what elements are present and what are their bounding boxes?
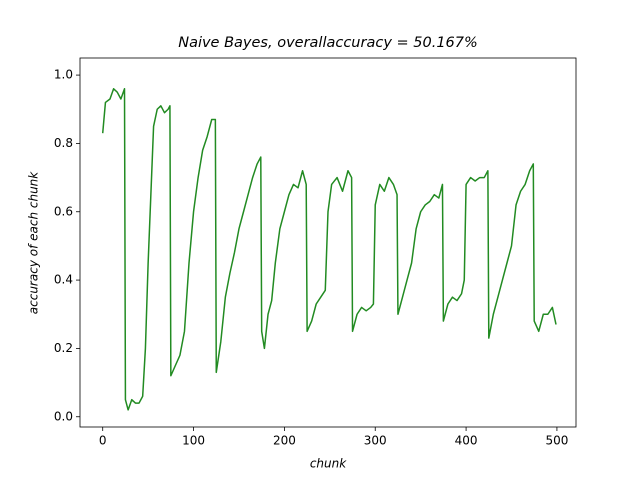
y-tick-label: 1.0 — [54, 68, 73, 82]
x-tick-label: 400 — [455, 434, 478, 448]
y-tick-label: 0.2 — [54, 341, 73, 355]
data-line — [101, 88, 557, 411]
axes-frame — [79, 57, 577, 428]
y-tick-label: 0.0 — [54, 409, 73, 423]
y-tick-label: 0.8 — [54, 136, 73, 150]
x-tick-label: 0 — [99, 434, 107, 448]
x-tick-label: 100 — [182, 434, 205, 448]
x-axis-label: chunk — [310, 457, 347, 471]
x-tick-label: 300 — [364, 434, 387, 448]
y-tick-label: 0.6 — [54, 204, 73, 218]
x-tick-label: 500 — [545, 434, 568, 448]
chart-title: Naive Bayes, overallaccuracy = 50.167% — [178, 35, 478, 51]
x-tick-label: 200 — [273, 434, 296, 448]
y-axis-label: accuracy of each chunk — [27, 171, 41, 315]
y-tick-label: 0.4 — [54, 273, 73, 287]
